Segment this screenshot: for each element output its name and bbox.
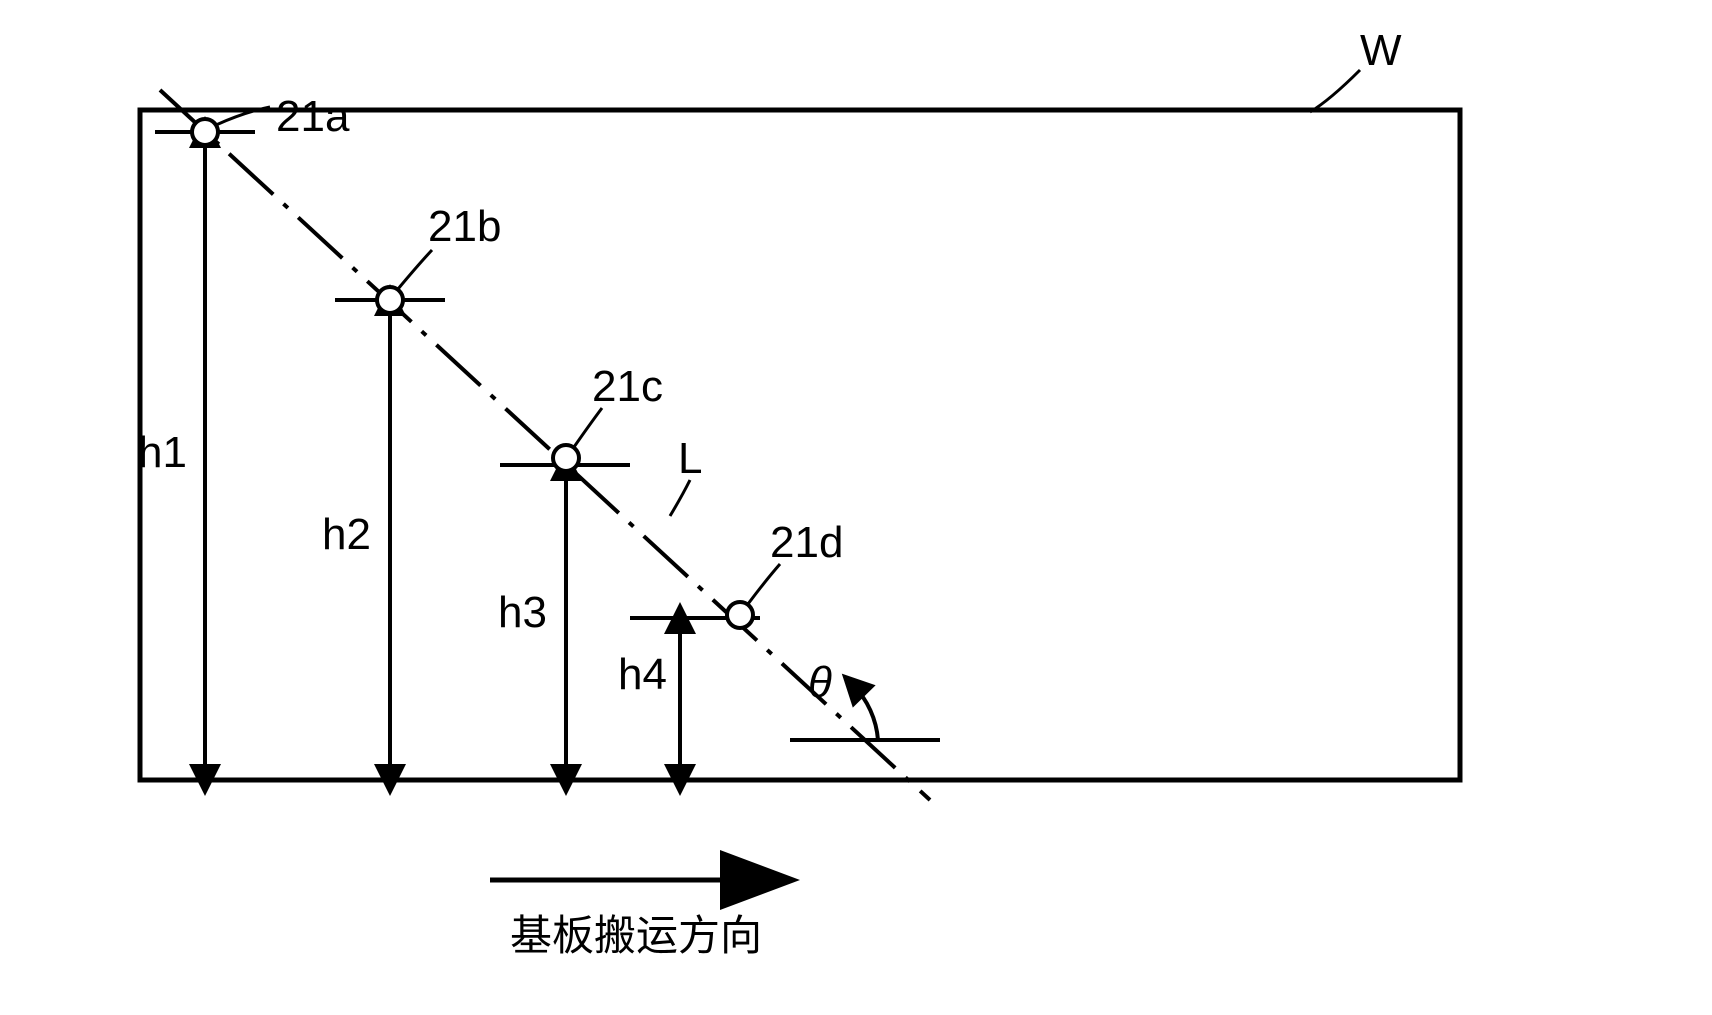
- node-21c: [553, 445, 579, 471]
- label-h3: h3: [498, 588, 547, 638]
- label-21c: 21c: [592, 362, 663, 412]
- label-theta: θ: [808, 658, 832, 708]
- node-21b: [377, 287, 403, 313]
- diagram-container: W L θ 21a 21b 21c 21d h1 h2 h3 h4 基板搬运方向: [60, 40, 1480, 960]
- label-L: L: [678, 434, 702, 484]
- label-h1: h1: [138, 428, 187, 478]
- label-h2: h2: [322, 510, 371, 560]
- label-21d: 21d: [770, 518, 843, 568]
- label-W: W: [1360, 26, 1402, 76]
- leader-21d: [748, 564, 780, 604]
- node-21a: [192, 119, 218, 145]
- l-leader: [670, 480, 690, 516]
- caption-transport: 基板搬运方向: [510, 902, 762, 963]
- label-21b: 21b: [428, 202, 501, 252]
- leader-21c: [574, 408, 602, 447]
- label-21a: 21a: [276, 92, 349, 142]
- leader-21b: [398, 250, 432, 289]
- w-leader: [1310, 70, 1360, 112]
- diagram-svg: [60, 40, 1480, 960]
- label-h4: h4: [618, 650, 667, 700]
- node-21d: [727, 602, 753, 628]
